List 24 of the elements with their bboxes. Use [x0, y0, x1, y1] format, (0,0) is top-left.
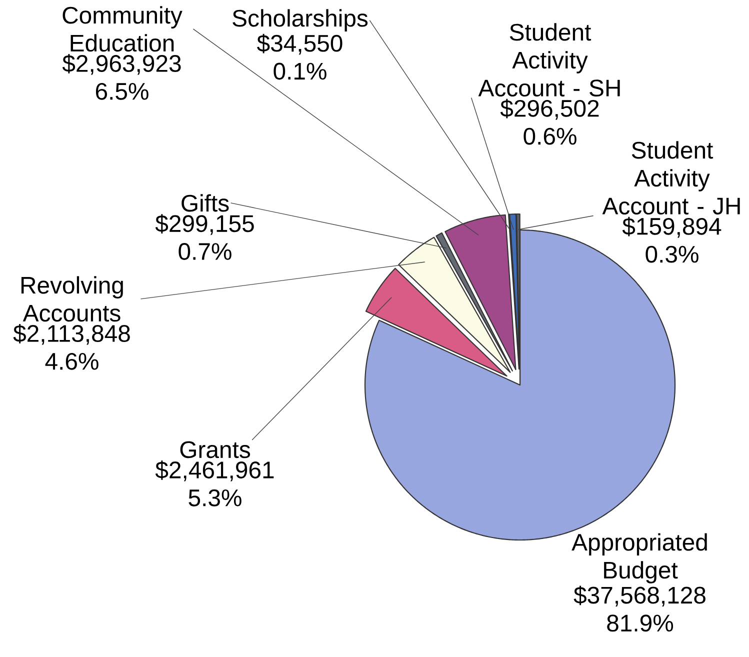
slice-label: Grants	[180, 441, 250, 458]
slice-label: Revolving Accounts	[21, 276, 123, 322]
text: 0.7%	[178, 243, 232, 260]
text: 5.3%	[188, 489, 242, 506]
data-label: $299,155	[155, 214, 254, 235]
slice-label: Student Activity Account - JH	[602, 141, 740, 215]
data-label: $159,894	[622, 216, 722, 238]
text: 0.1%	[274, 62, 326, 80]
data-label: $296,502	[500, 98, 599, 120]
slice-label: Scholarships	[232, 9, 368, 32]
slice-label: Community Education	[62, 6, 182, 52]
text: 81.9%	[607, 614, 674, 632]
slice-label: Student Activity Account - SH	[478, 23, 620, 97]
slice-label: Appropriated Budget	[572, 533, 707, 584]
data-label: $2,113,848	[13, 324, 130, 345]
data-label: $34,550	[257, 34, 342, 55]
data-label: $2,461,961	[155, 460, 274, 482]
slice-label: Gifts	[182, 194, 229, 212]
text: 6.5%	[96, 82, 148, 100]
text: 4.6%	[45, 352, 98, 370]
text: 0.3%	[646, 246, 698, 263]
data-label: $2,963,923	[62, 54, 181, 75]
data-label: $37,568,128	[574, 586, 706, 607]
text: 0.6%	[524, 128, 576, 145]
